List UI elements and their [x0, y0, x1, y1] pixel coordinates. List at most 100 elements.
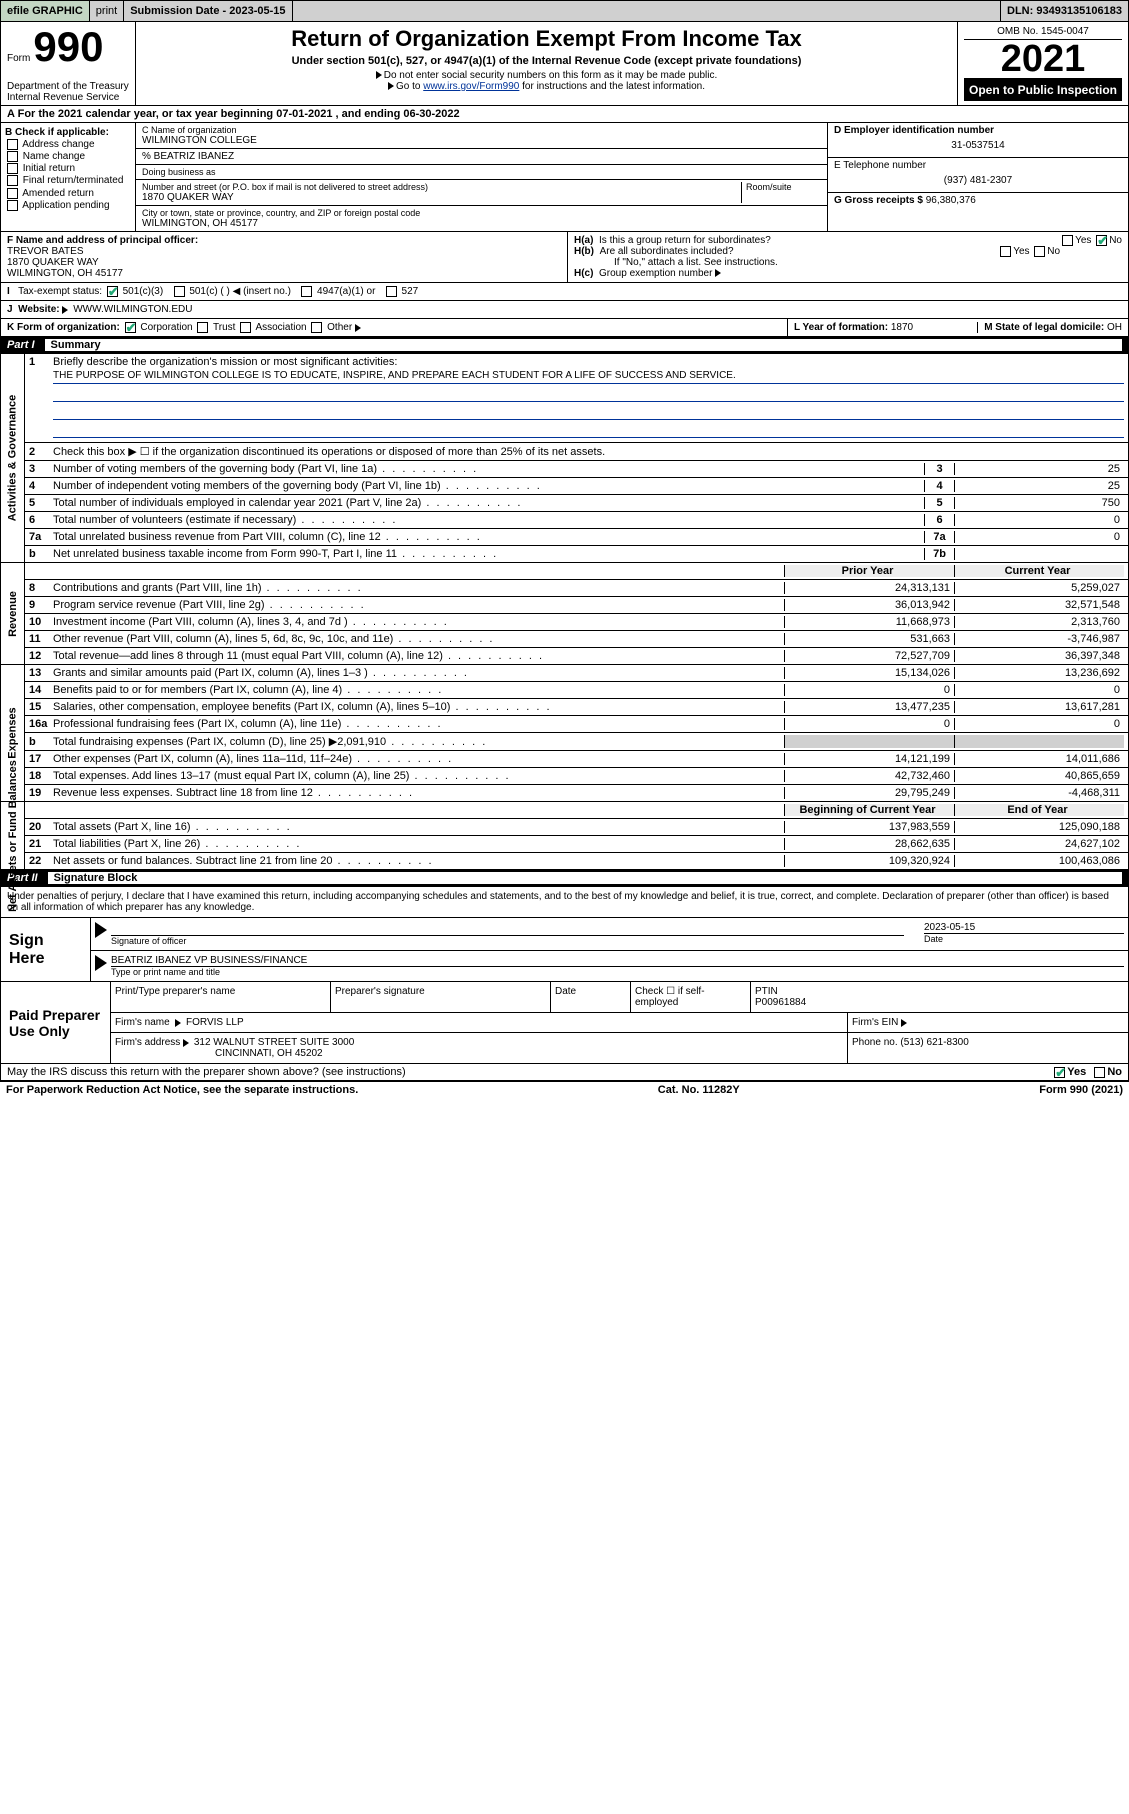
ha-text: Is this a group return for subordinates?	[599, 235, 771, 246]
gov-row: 3Number of voting members of the governi…	[25, 461, 1128, 478]
page-footer: For Paperwork Reduction Act Notice, see …	[0, 1081, 1129, 1098]
open-public-badge: Open to Public Inspection	[964, 79, 1122, 101]
chk-address-change[interactable]: Address change	[5, 139, 131, 150]
line-a-mid: , and ending	[332, 108, 403, 120]
year-formed: 1870	[891, 322, 913, 333]
c-name-lbl: C Name of organization	[142, 125, 821, 135]
org-name: WILMINGTON COLLEGE	[142, 135, 821, 146]
may-discuss-row: May the IRS discuss this return with the…	[0, 1064, 1129, 1081]
k-trust[interactable]	[197, 322, 208, 333]
hb-yes[interactable]	[1000, 246, 1011, 257]
exp-row: 18Total expenses. Add lines 13–17 (must …	[25, 768, 1128, 785]
k-corp[interactable]	[125, 322, 136, 333]
website: WWW.WILMINGTON.EDU	[73, 304, 192, 315]
part-i-net-assets: Net Assets or Fund Balances Beginning of…	[0, 802, 1129, 870]
firm-addr: 312 WALNUT STREET SUITE 3000	[194, 1037, 354, 1048]
gov-row: 5Total number of individuals employed in…	[25, 495, 1128, 512]
dba-lbl: Doing business as	[142, 167, 216, 177]
hb-no[interactable]	[1034, 246, 1045, 257]
l1-label: Briefly describe the organization's miss…	[53, 356, 1124, 368]
form-subtitle: Under section 501(c), 527, or 4947(a)(1)…	[142, 55, 951, 67]
chk-initial-return[interactable]: Initial return	[5, 163, 131, 174]
date-lbl: Date	[924, 934, 1124, 944]
chk-name-change[interactable]: Name change	[5, 151, 131, 162]
mission-text: THE PURPOSE OF WILMINGTON COLLEGE IS TO …	[53, 370, 1124, 384]
form-title: Return of Organization Exempt From Incom…	[142, 26, 951, 52]
may-yes-chk[interactable]	[1054, 1067, 1065, 1078]
sign-arrow-icon-2	[95, 955, 107, 971]
k-assoc[interactable]	[240, 322, 251, 333]
efile-bar: efile GRAPHIC print Submission Date - 20…	[0, 0, 1129, 22]
cat-no: Cat. No. 11282Y	[658, 1084, 740, 1096]
exp-row: 14Benefits paid to or for members (Part …	[25, 682, 1128, 699]
irs-link[interactable]: www.irs.gov/Form990	[423, 81, 519, 92]
line-a: A For the 2021 calendar year, or tax yea…	[0, 106, 1129, 122]
gov-row: 7aTotal unrelated business revenue from …	[25, 529, 1128, 546]
b-header: B Check if applicable:	[5, 127, 131, 138]
tax-year: 2021	[964, 40, 1122, 79]
declaration-text: Under penalties of perjury, I declare th…	[0, 887, 1129, 918]
d-lbl: D Employer identification number	[834, 125, 1122, 136]
rev-row: 9Program service revenue (Part VIII, lin…	[25, 597, 1128, 614]
side-rev: Revenue	[7, 591, 19, 637]
ptin: P00961884	[755, 997, 806, 1008]
firm-addr-lbl: Firm's address	[115, 1037, 180, 1048]
boy-hdr: Beginning of Current Year	[784, 804, 954, 816]
form-number: 990	[33, 23, 103, 70]
hb-text: Are all subordinates included?	[600, 246, 734, 257]
city-state-zip: WILMINGTON, OH 45177	[142, 218, 420, 229]
exp-row: 16aProfessional fundraising fees (Part I…	[25, 716, 1128, 733]
form-ref: Form 990 (2021)	[1039, 1084, 1123, 1096]
rev-row: 8Contributions and grants (Part VIII, li…	[25, 580, 1128, 597]
i-501c[interactable]	[174, 286, 185, 297]
f-lbl: F Name and address of principal officer:	[7, 235, 561, 246]
street-address: 1870 QUAKER WAY	[142, 192, 741, 203]
exp-row: bTotal fundraising expenses (Part IX, co…	[25, 733, 1128, 751]
prep-date-lbl: Date	[551, 982, 631, 1012]
firm-ein-lbl: Firm's EIN	[852, 1017, 898, 1028]
i-501c3[interactable]	[107, 286, 118, 297]
i-527[interactable]	[386, 286, 397, 297]
gov-row: bNet unrelated business taxable income f…	[25, 546, 1128, 562]
part-i-governance: Activities & Governance 1Briefly describ…	[0, 354, 1129, 563]
ty-begin: 07-01-2021	[276, 108, 332, 120]
chk-amended[interactable]: Amended return	[5, 188, 131, 199]
gov-row: 6Total number of volunteers (estimate if…	[25, 512, 1128, 529]
officer-city: WILMINGTON, OH 45177	[7, 268, 561, 279]
row-f-h: F Name and address of principal officer:…	[0, 232, 1129, 283]
firm-phone: (513) 621-8300	[900, 1037, 968, 1048]
eoy-hdr: End of Year	[954, 804, 1124, 816]
gov-row: 4Number of independent voting members of…	[25, 478, 1128, 495]
part-i-revenue: Revenue Prior YearCurrent Year 8Contribu…	[0, 563, 1129, 665]
officer-name: TREVOR BATES	[7, 246, 561, 257]
rev-row: 11Other revenue (Part VIII, column (A), …	[25, 631, 1128, 648]
firm-city: CINCINNATI, OH 45202	[115, 1048, 843, 1059]
exp-row: 13Grants and similar amounts paid (Part …	[25, 665, 1128, 682]
dept-treasury: Department of the Treasury Internal Reve…	[7, 81, 129, 103]
chk-final-return[interactable]: Final return/terminated	[5, 175, 131, 186]
hb-note: If "No," attach a list. See instructions…	[574, 257, 1122, 268]
rev-row: 10Investment income (Part VIII, column (…	[25, 614, 1128, 631]
sign-here-block: Sign Here Signature of officer 2023-05-1…	[0, 918, 1129, 982]
net-row: 21Total liabilities (Part X, line 26)28,…	[25, 836, 1128, 853]
efile-print[interactable]: print	[90, 1, 124, 21]
block-b-to-g: B Check if applicable: Address change Na…	[0, 122, 1129, 232]
officer-addr: 1870 QUAKER WAY	[7, 257, 561, 268]
gross-receipts: 96,380,376	[926, 195, 976, 206]
ha-no[interactable]	[1096, 235, 1107, 246]
side-exp: Expenses	[7, 708, 19, 759]
e-lbl: E Telephone number	[834, 160, 1122, 171]
sign-here-label: Sign Here	[1, 918, 91, 981]
l2-text: Check this box ▶ ☐ if the organization d…	[53, 445, 1124, 458]
chk-app-pending[interactable]: Application pending	[5, 200, 131, 211]
row-klm: K Form of organization: Corporation Trus…	[0, 319, 1129, 337]
row-j: J Website: WWW.WILMINGTON.EDU	[0, 301, 1129, 319]
i-4947[interactable]	[301, 286, 312, 297]
form-prefix: Form	[7, 53, 30, 64]
k-other[interactable]	[311, 322, 322, 333]
efile-graphic: efile GRAPHIC	[1, 1, 90, 21]
ha-yes[interactable]	[1062, 235, 1073, 246]
l-lbl: L Year of formation:	[794, 322, 888, 333]
m-lbl: M State of legal domicile:	[984, 322, 1104, 333]
may-no-chk[interactable]	[1094, 1067, 1105, 1078]
